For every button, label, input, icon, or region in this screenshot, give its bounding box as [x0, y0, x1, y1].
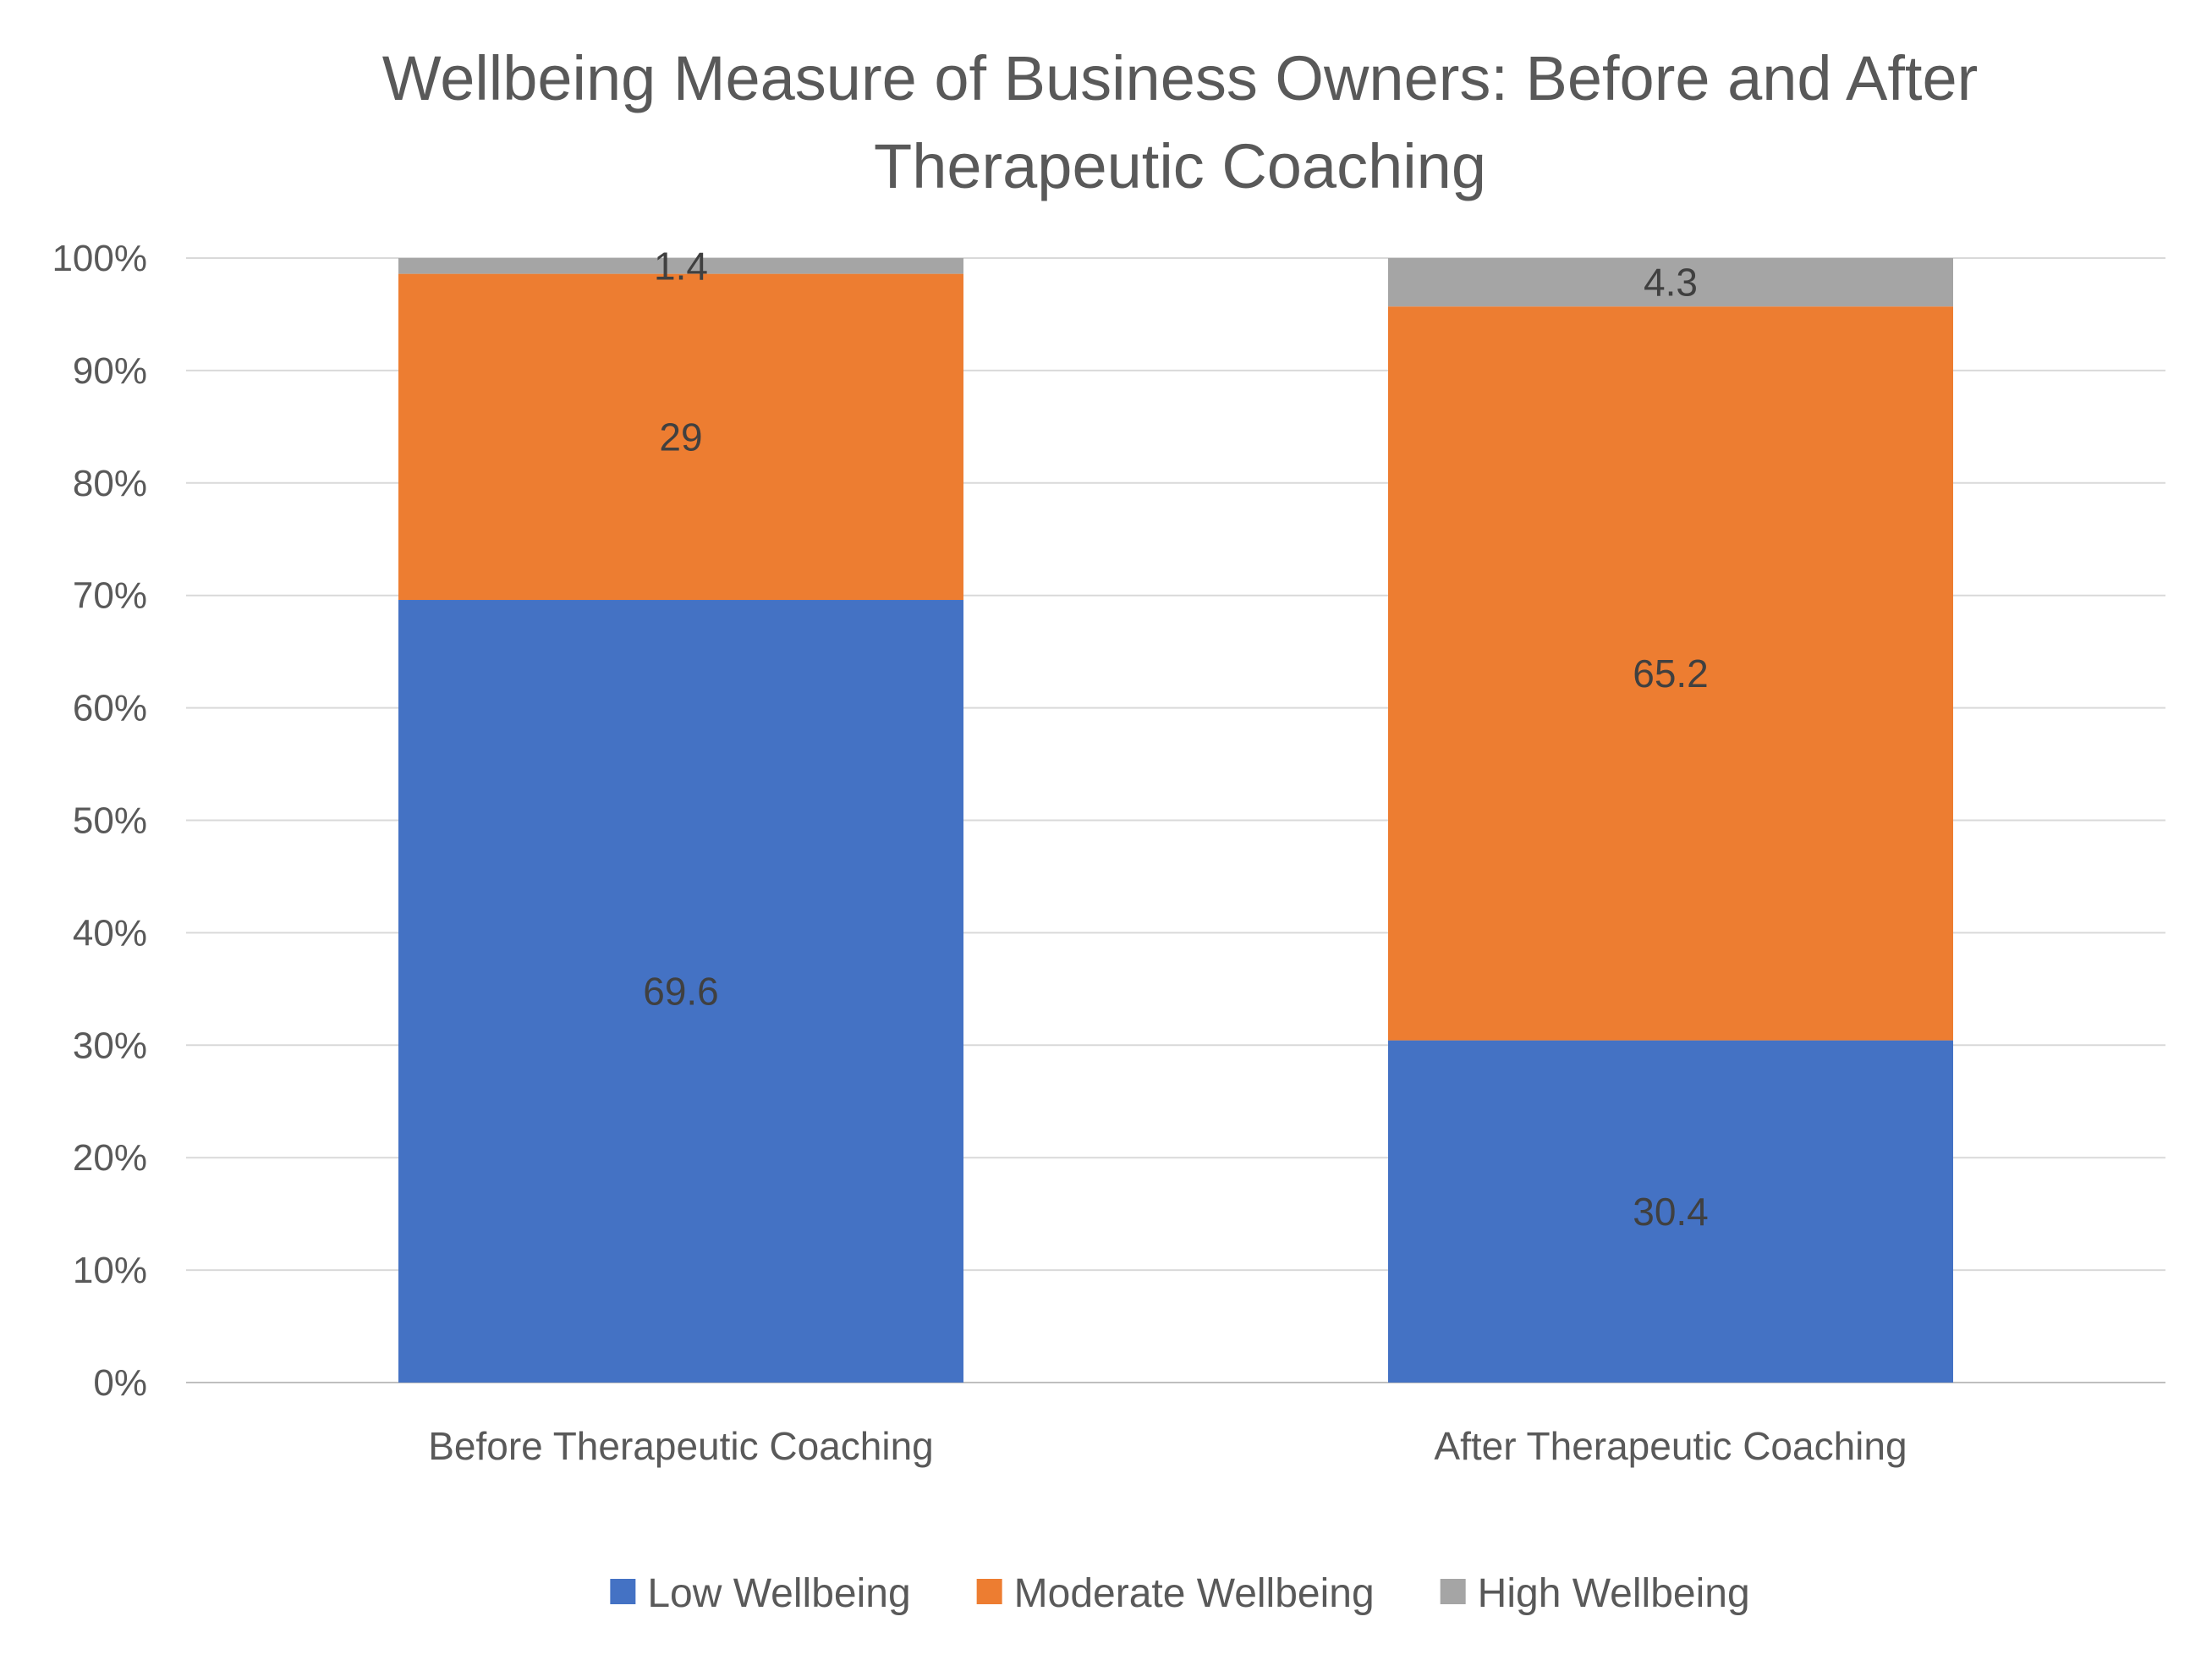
legend-label: Moderate Wellbeing — [1014, 1571, 1375, 1616]
bar-segment — [398, 258, 963, 274]
legend: Low Wellbeing Moderate Wellbeing High Well… — [610, 1571, 1750, 1616]
legend-item: High Wellbeing — [1440, 1571, 1750, 1616]
legend-item: Low Wellbeing — [610, 1571, 911, 1616]
data-label: 1.4 — [654, 244, 708, 288]
legend-swatch — [610, 1579, 636, 1604]
data-label: 30.4 — [1633, 1190, 1709, 1234]
y-tick-label: 30% — [73, 1025, 147, 1066]
bar-segment — [1388, 306, 1953, 1041]
y-tick-label: 50% — [73, 800, 147, 842]
x-category-label: After Therapeutic Coaching — [1434, 1424, 1907, 1468]
y-tick-label: 90% — [73, 350, 147, 392]
y-tick-label: 70% — [73, 575, 147, 617]
legend-swatch — [1440, 1579, 1466, 1604]
legend-item: Moderate Wellbeing — [976, 1571, 1375, 1616]
chart-title-line-1: Wellbeing Measure of Business Owners: Be… — [382, 43, 1979, 113]
x-axis: Before Therapeutic Coaching After Therape… — [428, 1424, 1907, 1468]
y-tick-label: 100% — [52, 238, 147, 279]
y-tick-label: 60% — [73, 688, 147, 729]
y-tick-label: 10% — [73, 1250, 147, 1291]
data-label: 4.3 — [1644, 261, 1698, 305]
data-label: 65.2 — [1633, 652, 1709, 696]
bars — [398, 258, 1953, 1383]
legend-swatch — [976, 1579, 1002, 1604]
data-label: 69.6 — [643, 970, 719, 1014]
bar-segment — [1388, 258, 1953, 307]
y-tick-label: 40% — [73, 912, 147, 954]
legend-label: High Wellbeing — [1478, 1571, 1750, 1616]
data-label: 29 — [659, 415, 702, 459]
data-labels: 69.6 29 1.4 30.4 65.2 4.3 — [643, 244, 1709, 1233]
x-category-label: Before Therapeutic Coaching — [428, 1424, 934, 1468]
y-tick-label: 0% — [93, 1362, 147, 1404]
bar-segment — [1388, 1040, 1953, 1383]
y-tick-label: 20% — [73, 1137, 147, 1179]
bar-segment — [398, 600, 963, 1383]
bar-segment — [398, 273, 963, 601]
chart-title-line-2: Therapeutic Coaching — [874, 131, 1486, 201]
legend-label: Low Wellbeing — [647, 1571, 910, 1616]
y-axis-ticks: 0% 10% 20% 30% 40% 50% 60% 70% 80% 90% 100% — [52, 238, 147, 1404]
y-tick-label: 80% — [73, 463, 147, 504]
